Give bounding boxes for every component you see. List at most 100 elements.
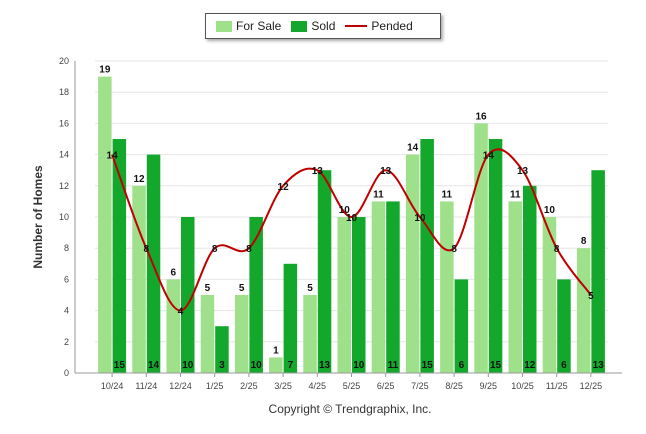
x-tick-label: 1/25 — [206, 381, 224, 391]
for-sale-bar — [166, 279, 180, 373]
y-tick-label: 4 — [64, 306, 69, 316]
sold-bar — [352, 217, 366, 373]
for-sale-bar — [269, 357, 283, 373]
for-sale-data-label: 8 — [581, 236, 587, 247]
for-sale-bar — [303, 295, 317, 373]
pended-data-label: 8 — [554, 244, 560, 255]
for-sale-bar — [405, 154, 420, 373]
sold-bar — [591, 170, 605, 373]
x-tick-label: 12/24 — [169, 381, 192, 391]
x-tick-label: 5/25 — [343, 381, 361, 391]
for-sale-data-label: 14 — [407, 143, 419, 154]
sold-bar — [249, 217, 263, 373]
sold-bar — [420, 139, 434, 373]
copyright: Copyright © Trendgraphix, Inc. — [268, 402, 432, 416]
for-sale-data-label: 1 — [273, 345, 279, 356]
pended-data-label: 8 — [144, 244, 150, 255]
for-sale-bar — [440, 201, 454, 373]
pended-data-label: 14 — [483, 151, 495, 162]
x-tick-label: 2/25 — [240, 381, 258, 391]
for-sale-bar — [200, 295, 215, 373]
sold-bar — [557, 279, 571, 373]
for-sale-data-label: 5 — [239, 283, 245, 294]
for-sale-data-label: 5 — [205, 283, 211, 294]
sold-bar — [523, 185, 537, 373]
bars — [98, 76, 605, 374]
sold-swatch — [291, 20, 308, 32]
sold-data-label: 13 — [593, 360, 605, 371]
pended-data-label: 10 — [414, 213, 426, 224]
y-tick-label: 6 — [64, 274, 69, 284]
pended-data-label: 10 — [346, 213, 358, 224]
sold-data-label: 14 — [148, 360, 160, 371]
sold-data-label: 13 — [319, 360, 331, 371]
y-tick-label: 2 — [64, 337, 69, 347]
sold-bar — [283, 263, 298, 373]
legend-for-sale-label: For Sale — [236, 19, 282, 33]
sold-bar — [215, 326, 229, 373]
x-tick-label: 11/25 — [546, 381, 568, 391]
pended-line-path — [111, 148, 592, 312]
sold-data-label: 10 — [353, 360, 365, 371]
sold-bar — [488, 139, 503, 373]
y-tick-label: 0 — [64, 368, 69, 378]
for-sale-bar — [234, 295, 249, 373]
x-tick-label: 3/25 — [274, 381, 292, 391]
x-tick-label: 10/25 — [511, 381, 534, 391]
legend-sold-label: Sold — [311, 19, 336, 33]
for-sale-bar — [542, 217, 557, 373]
for-sale-bar — [576, 248, 591, 373]
pended-swatch — [345, 25, 368, 27]
pended-data-label: 13 — [380, 166, 392, 177]
sold-bar — [112, 139, 127, 373]
sold-data-label: 10 — [182, 360, 194, 371]
for-sale-bar — [98, 76, 112, 373]
pended-data-label: 8 — [212, 244, 218, 255]
y-tick-label: 12 — [59, 181, 69, 191]
for-sale-bar — [508, 201, 522, 373]
pended-data-label: 8 — [246, 244, 252, 255]
sold-bar — [317, 170, 332, 373]
for-sale-data-label: 19 — [99, 65, 111, 76]
pended-data-label: 8 — [451, 244, 457, 255]
sold-data-label: 3 — [219, 360, 225, 371]
x-tick-label: 12/25 — [580, 381, 603, 391]
for-sale-swatch — [216, 20, 232, 32]
legend-for-sale[interactable]: For Sale — [216, 19, 281, 33]
x-tick-label: 8/25 — [445, 381, 463, 391]
y-tick-label: 8 — [64, 243, 69, 253]
pended-data-label: 13 — [312, 166, 324, 177]
legend-sold[interactable]: Sold — [291, 19, 335, 33]
y-tick-label: 14 — [59, 150, 69, 160]
for-sale-bar — [474, 123, 488, 374]
pended-data-label: 5 — [588, 291, 594, 302]
legend-pended-label: Pended — [371, 19, 413, 33]
for-sale-data-label: 11 — [373, 189, 384, 200]
sold-data-label: 7 — [288, 360, 294, 371]
sold-data-label: 15 — [490, 360, 502, 371]
x-tick-label: 11/24 — [135, 381, 157, 391]
legend-pended[interactable]: Pended — [345, 19, 413, 33]
x-tick-label: 7/25 — [411, 381, 429, 391]
for-sale-data-label: 11 — [442, 189, 453, 200]
pended-data-label: 14 — [107, 151, 119, 162]
pended-data-label: 13 — [517, 166, 529, 177]
sold-bar — [454, 279, 469, 373]
y-tick-label: 10 — [59, 212, 69, 222]
x-tick-label: 9/25 — [480, 381, 498, 391]
sold-bar — [181, 217, 195, 373]
sold-data-label: 15 — [114, 360, 126, 371]
legend: For Sale Sold Pended — [205, 13, 441, 39]
for-sale-data-label: 10 — [339, 205, 351, 216]
for-sale-data-label: 12 — [133, 174, 145, 185]
sold-data-label: 12 — [524, 360, 536, 371]
sold-data-label: 15 — [422, 360, 434, 371]
y-tick-label: 16 — [59, 118, 69, 128]
pended-line — [111, 148, 592, 312]
for-sale-bar — [132, 185, 146, 373]
sold-data-label: 10 — [251, 360, 263, 371]
x-tick-label: 4/25 — [309, 381, 327, 391]
